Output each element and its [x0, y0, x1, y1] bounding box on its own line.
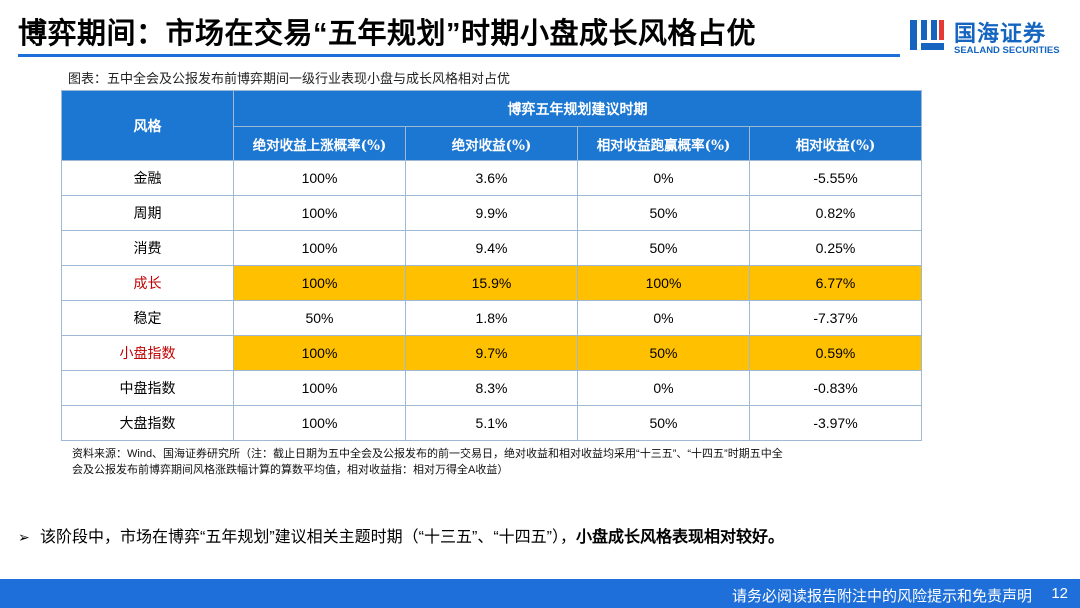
row-label: 消费: [61, 230, 234, 266]
table-cell: 100%: [233, 405, 406, 441]
takeaway-text: 该阶段中，市场在博弈“五年规划”建议相关主题时期（“十三五”、“十四五”），: [40, 529, 576, 546]
key-takeaway: ➢ 该阶段中，市场在博弈“五年规划”建议相关主题时期（“十三五”、“十四五”），小…: [18, 523, 784, 547]
source-note-line: 会及公报发布前博弈期间风格涨跌幅计算的算数平均值，相对收益指：相对万得全A收益）: [72, 464, 509, 476]
table-caption: 图表：五中全会及公报发布前博弈期间一级行业表现小盘与成长风格相对占优: [68, 71, 511, 86]
table-row: 稳定 50% 1.8% 0% -7.37%: [61, 300, 922, 336]
table-cell: 100%: [233, 160, 406, 196]
takeaway-emphasis: 小盘成长风格表现相对较好。: [575, 529, 784, 546]
period-group-header: 博弈五年规划建议时期: [233, 90, 922, 127]
table-cell: -7.37%: [749, 300, 922, 336]
table-cell: 0.59%: [749, 335, 922, 371]
table-cell: -5.55%: [749, 160, 922, 196]
footer-disclaimer: 请务必阅读报告附注中的风险提示和免责声明: [731, 588, 1032, 605]
table-cell: 0%: [577, 300, 750, 336]
table-row: 金融 100% 3.6% 0% -5.55%: [61, 160, 922, 196]
sealand-logo-icon: [910, 20, 944, 50]
table-cell: 50%: [577, 335, 750, 371]
table-cell: -0.83%: [749, 370, 922, 406]
table-row: 周期 100% 9.9% 50% 0.82%: [61, 195, 922, 231]
table-cell: 100%: [233, 230, 406, 266]
arrow-bullet-icon: ➢: [18, 529, 30, 545]
table-cell: 50%: [577, 405, 750, 441]
row-label: 小盘指数: [61, 335, 234, 371]
table-cell: 15.9%: [405, 265, 578, 301]
column-header: 绝对收益上涨概率(%): [233, 126, 406, 161]
table-row: 中盘指数 100% 8.3% 0% -0.83%: [61, 370, 922, 406]
table-cell: 9.7%: [405, 335, 578, 371]
table-cell: 100%: [233, 265, 406, 301]
column-header: 相对收益跑赢概率(%): [577, 126, 750, 161]
table-cell: 6.77%: [749, 265, 922, 301]
table-cell: 1.8%: [405, 300, 578, 336]
table-row: 成长 100% 15.9% 100% 6.77%: [61, 265, 922, 301]
style-performance-table: 风格 博弈五年规划建议时期 绝对收益上涨概率(%) 绝对收益(%) 相对收益跑赢…: [61, 90, 922, 441]
table-row: 大盘指数 100% 5.1% 50% -3.97%: [61, 405, 922, 441]
row-label: 大盘指数: [61, 405, 234, 441]
table-cell: 0.25%: [749, 230, 922, 266]
row-label: 周期: [61, 195, 234, 231]
page-number: 12: [1051, 585, 1068, 602]
row-label: 中盘指数: [61, 370, 234, 406]
table-row: 消费 100% 9.4% 50% 0.25%: [61, 230, 922, 266]
row-label: 金融: [61, 160, 234, 196]
table-cell: 100%: [233, 195, 406, 231]
table-cell: -3.97%: [749, 405, 922, 441]
table-cell: 9.4%: [405, 230, 578, 266]
logo-chinese-name: 国海证券: [954, 21, 1047, 46]
source-note: 资料来源：Wind、国海证券研究所（注：截止日期为五中全会及公报发布的前一交易日…: [72, 446, 932, 478]
slide-title: 博弈期间：市场在交易“五年规划”时期小盘成长风格占优: [18, 18, 757, 50]
style-column-header: 风格: [61, 90, 234, 161]
table-row: 小盘指数 100% 9.7% 50% 0.59%: [61, 335, 922, 371]
row-label: 稳定: [61, 300, 234, 336]
logo-english-name: SEALAND SECURITIES: [954, 45, 1060, 56]
source-note-line: 资料来源：Wind、国海证券研究所（注：截止日期为五中全会及公报发布的前一交易日…: [72, 448, 783, 460]
table-cell: 0.82%: [749, 195, 922, 231]
table-cell: 5.1%: [405, 405, 578, 441]
table-cell: 50%: [577, 230, 750, 266]
table-cell: 100%: [577, 265, 750, 301]
column-header: 绝对收益(%): [405, 126, 578, 161]
table-cell: 9.9%: [405, 195, 578, 231]
footer-bar: 请务必阅读报告附注中的风险提示和免责声明 12: [0, 579, 1080, 608]
table-cell: 3.6%: [405, 160, 578, 196]
company-logo: 国海证券 SEALAND SECURITIES: [908, 14, 1068, 60]
table-cell: 100%: [233, 370, 406, 406]
table-cell: 0%: [577, 160, 750, 196]
row-label: 成长: [61, 265, 234, 301]
table-cell: 100%: [233, 335, 406, 371]
column-header: 相对收益(%): [749, 126, 922, 161]
table-cell: 8.3%: [405, 370, 578, 406]
table-cell: 0%: [577, 370, 750, 406]
table-cell: 50%: [233, 300, 406, 336]
table-cell: 50%: [577, 195, 750, 231]
title-underline: [18, 54, 900, 57]
